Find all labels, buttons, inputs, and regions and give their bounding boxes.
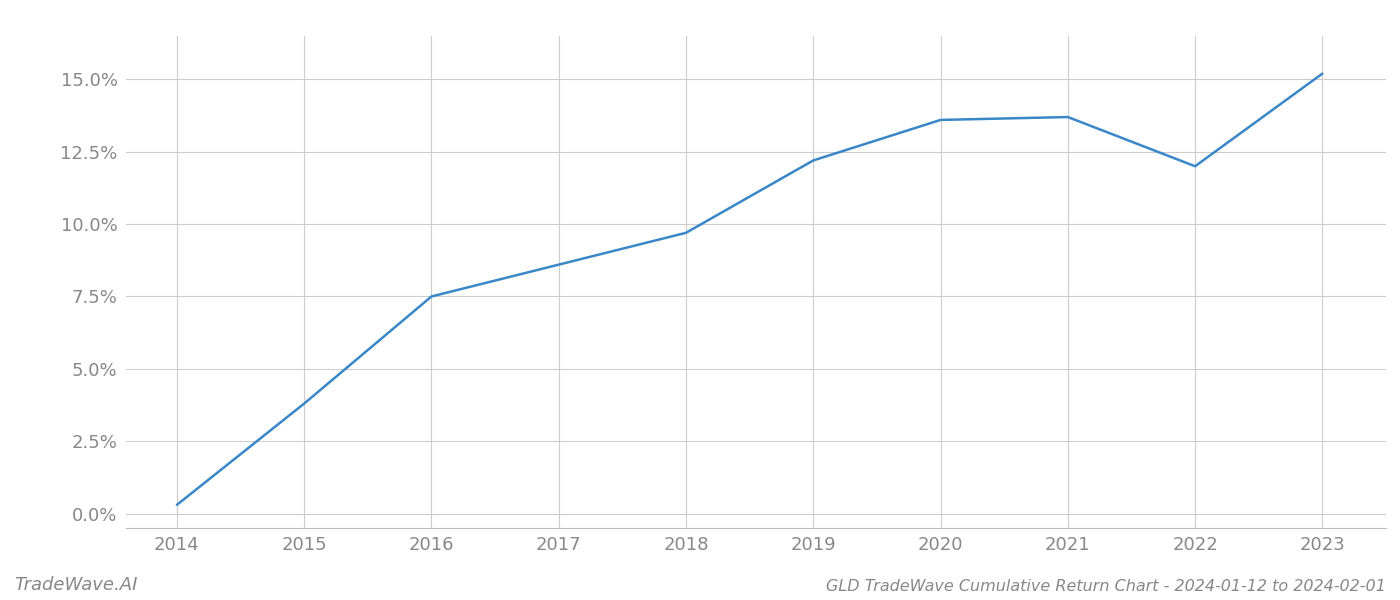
Text: GLD TradeWave Cumulative Return Chart - 2024-01-12 to 2024-02-01: GLD TradeWave Cumulative Return Chart - … [826,579,1386,594]
Text: TradeWave.AI: TradeWave.AI [14,576,137,594]
